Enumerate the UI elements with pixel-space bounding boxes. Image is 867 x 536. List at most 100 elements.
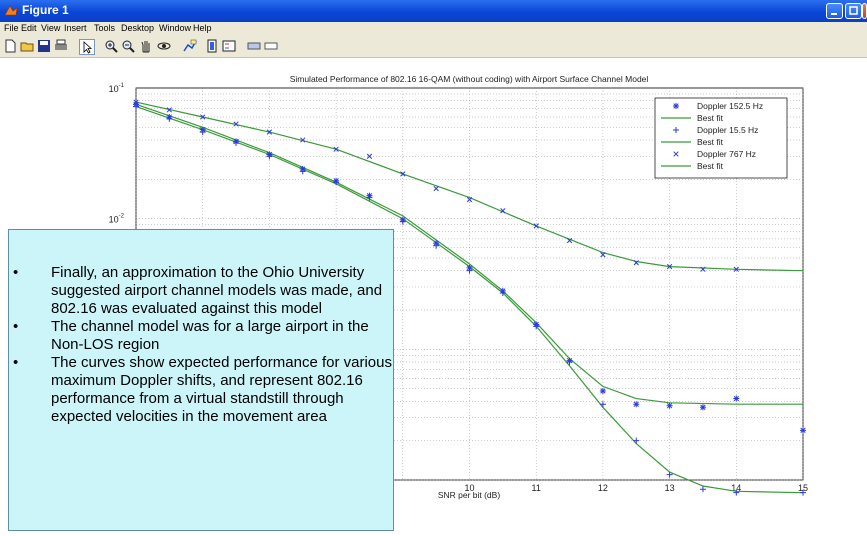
data-point [266, 129, 273, 135]
cross-marker [666, 403, 673, 409]
data-point [233, 121, 239, 127]
data-point [633, 437, 640, 444]
plus-marker [366, 194, 373, 201]
menu-view[interactable]: View [41, 23, 61, 33]
data-point [466, 196, 473, 203]
pan-icon[interactable] [139, 39, 153, 53]
note-text: The curves show expected performance for… [51, 354, 392, 425]
data-cursor-icon[interactable] [183, 39, 197, 53]
plus-marker [499, 289, 506, 296]
plus-marker [566, 358, 573, 365]
data-point [400, 171, 406, 177]
data-point [499, 289, 506, 296]
data-point [666, 471, 673, 478]
plus-marker [466, 267, 473, 274]
cross-marker [300, 137, 306, 143]
show-plot-tools-icon[interactable] [264, 39, 278, 53]
data-point [733, 489, 740, 496]
data-point [199, 129, 206, 136]
cross-marker [600, 252, 606, 258]
hide-plot-tools-icon[interactable] [247, 39, 261, 53]
print-icon[interactable] [54, 39, 68, 53]
data-point [733, 395, 740, 402]
data-point [133, 99, 139, 105]
data-point [433, 185, 439, 192]
zoom-in-icon[interactable] [104, 39, 118, 53]
menu-window[interactable]: Window [159, 23, 192, 33]
note-item: • Finally, an approximation to the Ohio U… [9, 264, 395, 318]
plus-marker [433, 242, 440, 249]
legend-marker-swatch [673, 103, 679, 109]
menu-edit[interactable]: Edit [21, 23, 37, 33]
y-tick-exponent: -2 [119, 214, 125, 220]
plus-marker [166, 115, 173, 122]
data-point [433, 242, 440, 249]
plus-marker [333, 179, 340, 186]
y-tick-label: 10-1 [109, 83, 125, 94]
data-point [166, 115, 173, 122]
data-point [600, 252, 606, 258]
legend-icon[interactable] [222, 39, 236, 53]
cross-marker [500, 208, 506, 214]
legend-box [654, 97, 788, 179]
data-point [233, 139, 240, 146]
cross-marker [133, 99, 139, 105]
cross-marker [633, 401, 639, 407]
data-point [266, 153, 273, 160]
menu-insert[interactable]: Insert [64, 23, 87, 33]
y-tick-label: 10-2 [109, 214, 125, 225]
data-point [700, 266, 706, 272]
legend-label: Best fit [697, 113, 724, 123]
legend[interactable]: Doppler 152.5 Hz Best fit Doppler 15.5 Hz B… [654, 97, 788, 179]
cross-marker [266, 129, 273, 135]
close-button[interactable] [862, 3, 867, 19]
x-tick-label: 13 [665, 483, 675, 493]
menu-file[interactable]: File [4, 23, 19, 33]
plus-marker [633, 437, 640, 444]
cross-marker [700, 266, 706, 272]
title-bar[interactable]: Figure 1 [0, 0, 867, 22]
legend-label: Doppler 152.5 Hz [697, 101, 763, 111]
plus-marker [266, 153, 273, 160]
minimize-button[interactable] [826, 3, 843, 19]
open-folder-icon[interactable] [20, 39, 34, 53]
menu-desktop[interactable]: Desktop [121, 23, 155, 33]
plus-marker [599, 401, 606, 408]
maximize-button[interactable] [845, 3, 862, 19]
data-point [566, 237, 573, 244]
plus-marker [533, 323, 540, 330]
data-point [666, 263, 673, 270]
cross-marker [600, 388, 606, 394]
cross-marker [666, 263, 673, 270]
note-text: The channel model was for a large airpor… [51, 318, 369, 353]
menu-tools[interactable]: Tools [94, 23, 116, 33]
data-point [699, 486, 706, 493]
data-point [333, 146, 339, 152]
data-point [599, 387, 606, 394]
note-text: Finally, an approximation to the Ohio Un… [51, 264, 383, 317]
x-tick-label: 12 [598, 483, 608, 493]
cross-marker [733, 395, 739, 402]
menu-bar: File Edit View Insert Tools Desktop Wind… [0, 22, 867, 35]
bullet-icon: • [13, 354, 19, 371]
legend-label: Doppler 15.5 Hz [697, 125, 758, 135]
colorbar-icon[interactable] [205, 39, 219, 53]
cross-marker [166, 107, 173, 113]
notes-list: • Finally, an approximation to the Ohio U… [9, 264, 395, 426]
data-point [500, 208, 506, 214]
new-file-icon[interactable] [3, 39, 17, 53]
data-point [166, 107, 173, 113]
cross-marker [466, 196, 473, 203]
menu-help[interactable]: Help [193, 23, 212, 33]
plus-marker [133, 103, 139, 110]
data-point [633, 401, 640, 408]
data-point [733, 266, 739, 272]
x-tick-label: 14 [731, 483, 741, 493]
toolbar [0, 35, 867, 58]
zoom-out-icon[interactable] [121, 39, 135, 53]
cross-marker [700, 404, 706, 410]
rotate-icon[interactable] [157, 39, 171, 53]
pointer-icon[interactable] [79, 39, 95, 55]
save-icon[interactable] [37, 39, 51, 53]
